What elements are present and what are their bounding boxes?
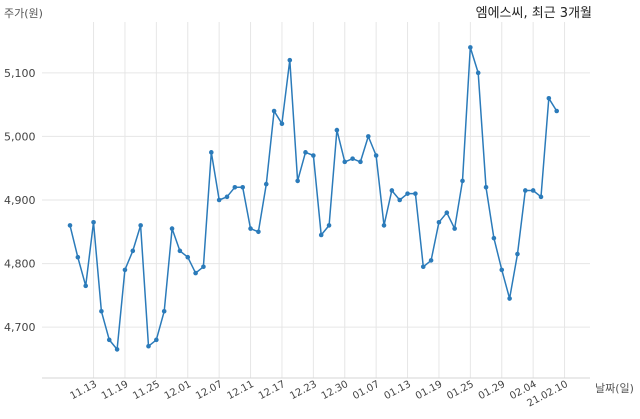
data-point <box>515 251 520 257</box>
x-tick-label: 11.25 <box>131 379 161 402</box>
data-point <box>460 178 465 184</box>
data-point <box>381 223 387 228</box>
data-point <box>256 229 261 235</box>
data-point <box>138 223 143 228</box>
data-point <box>475 70 481 76</box>
data-point <box>350 156 355 161</box>
data-point <box>216 197 222 203</box>
x-tick-label: 11.13 <box>69 379 99 402</box>
data-point <box>405 191 410 196</box>
data-point <box>67 223 73 228</box>
x-tick-label: 01.19 <box>414 379 444 402</box>
data-point <box>468 45 473 50</box>
data-point <box>177 248 183 254</box>
data-point <box>452 226 457 231</box>
y-tick-label: 4,800 <box>4 258 36 271</box>
data-point <box>334 127 340 133</box>
data-point <box>318 232 324 238</box>
data-point <box>546 95 552 101</box>
data-point <box>342 159 348 165</box>
data-point <box>106 337 112 343</box>
data-point <box>130 248 136 254</box>
data-point <box>326 223 332 228</box>
data-point <box>232 184 238 190</box>
data-point <box>389 188 395 193</box>
data-point <box>224 194 230 200</box>
data-point <box>530 188 536 193</box>
data-point <box>91 219 96 225</box>
data-point <box>303 150 308 155</box>
data-point <box>287 57 293 63</box>
data-point <box>279 121 285 127</box>
data-point <box>295 178 300 184</box>
data-point <box>420 264 426 270</box>
data-point <box>169 226 175 231</box>
data-point <box>201 264 206 270</box>
data-point <box>146 343 151 349</box>
data-point <box>428 258 434 263</box>
data-point <box>75 254 81 260</box>
chart-gridlines <box>42 22 590 378</box>
data-point <box>444 210 450 216</box>
data-point <box>483 184 489 190</box>
data-point <box>358 159 363 165</box>
data-point <box>240 184 245 190</box>
y-axis-ticks: 4,700 4,800 4,900 5,000 5,100 <box>4 67 36 334</box>
data-point <box>99 308 104 314</box>
x-tick-label: 01.13 <box>383 379 413 402</box>
data-point <box>523 188 528 193</box>
data-point <box>271 108 277 114</box>
x-tick-label: 01.25 <box>445 379 475 402</box>
data-point <box>436 219 442 225</box>
y-tick-label: 5,000 <box>4 130 36 143</box>
data-point <box>554 108 559 114</box>
x-axis-ticks: 11.13 11.19 11.25 12.01 12.07 12.11 12.17 12.23… <box>69 379 570 410</box>
data-point <box>161 308 167 314</box>
data-point <box>154 337 159 343</box>
x-tick-label: 12.23 <box>288 379 318 402</box>
x-tick-label: 12.01 <box>163 379 193 402</box>
data-point <box>122 267 128 273</box>
x-tick-label: 12.07 <box>194 379 224 402</box>
data-point <box>185 254 191 260</box>
data-point <box>248 226 253 231</box>
y-axis-label: 주가(원) <box>4 7 43 20</box>
data-point <box>373 153 379 158</box>
data-point <box>193 270 198 276</box>
data-point <box>209 150 214 155</box>
data-point <box>499 267 505 273</box>
x-tick-label: 01.29 <box>477 379 507 402</box>
y-tick-label: 5,100 <box>4 67 36 80</box>
x-tick-label: 11.19 <box>100 379 130 402</box>
data-point <box>311 153 316 158</box>
data-points <box>67 45 559 352</box>
x-tick-label: 12.30 <box>320 379 350 402</box>
data-point <box>413 191 418 196</box>
data-point <box>114 347 120 352</box>
x-tick-label: 12.11 <box>226 379 256 402</box>
data-point <box>83 283 88 289</box>
x-axis-label: 날짜(일) <box>595 381 634 395</box>
x-tick-label: 12.17 <box>257 379 287 402</box>
y-tick-label: 4,900 <box>4 194 36 207</box>
x-tick-label: 01.07 <box>351 379 381 402</box>
data-point <box>366 134 371 139</box>
y-tick-label: 4,700 <box>4 321 36 334</box>
chart-title: 엠에스씨, 최근 3개월 <box>476 6 592 21</box>
data-point <box>263 181 269 187</box>
data-point <box>538 194 544 200</box>
data-point <box>491 235 497 241</box>
data-point <box>507 296 512 301</box>
data-point <box>397 197 403 203</box>
